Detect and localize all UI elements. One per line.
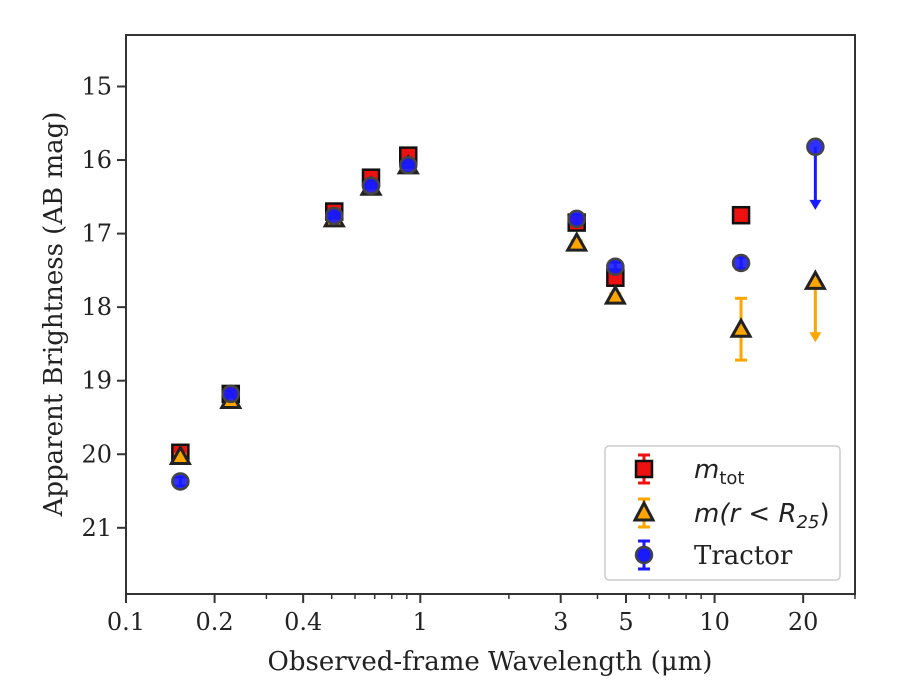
x-axis-label: Observed-frame Wavelength (μm) — [268, 647, 713, 677]
legend-entry-tractor: Tractor — [634, 539, 793, 571]
y-tick-label: 20 — [81, 440, 112, 468]
data-point-circle — [567, 209, 586, 229]
series-circle — [171, 137, 825, 491]
data-point-circle — [606, 257, 625, 276]
x-tick-label: 0.2 — [196, 608, 234, 636]
legend-entry-m-tot: mtot — [634, 453, 744, 489]
upper-limit-arrow — [809, 199, 822, 210]
legend-circle-marker — [634, 545, 654, 565]
x-tick-label: 20 — [788, 608, 819, 636]
legend-triangle-marker — [632, 499, 656, 522]
legend-m-tot-label: mtot — [694, 455, 744, 489]
x-tick-label: 1 — [413, 608, 428, 636]
x-tick-label: 3 — [553, 608, 568, 636]
data-point-triangle — [603, 284, 627, 305]
y-tick-label: 18 — [81, 293, 112, 321]
data-point-triangle — [168, 444, 192, 465]
y-tick-label: 19 — [81, 367, 112, 395]
legend-square-marker — [634, 459, 654, 479]
data-point-circle — [731, 253, 751, 273]
x-tick-label: 5 — [618, 608, 633, 636]
data-point-circle — [398, 155, 418, 175]
data-point-circle — [324, 206, 344, 226]
data-point-square — [731, 205, 751, 225]
y-tick-label: 17 — [81, 220, 112, 248]
data-point-circle — [221, 384, 241, 404]
x-tick-label: 0.1 — [107, 608, 145, 636]
axis-ticks: 0.1 0.2 0.4 1 3 5 10 20 15 16 17 18 19 20 21 — [81, 72, 856, 636]
y-tick-label: 16 — [81, 146, 112, 174]
legend-tractor-label: Tractor — [694, 541, 793, 571]
y-tick-label: 21 — [81, 514, 112, 542]
y-tick-label: 15 — [81, 72, 112, 100]
upper-limit-arrow — [809, 332, 822, 343]
data-point-circle — [361, 176, 381, 196]
x-tick-label: 10 — [699, 608, 730, 636]
data-point-circle — [171, 472, 190, 491]
y-axis-label: Apparent Brightness (AB mag) — [39, 112, 69, 518]
plot-area: 0.1 0.2 0.4 1 3 5 10 20 15 16 17 18 19 20 21 — [81, 34, 856, 636]
legend-box — [604, 445, 841, 581]
data-point-circle — [806, 137, 825, 157]
data-point-triangle — [565, 231, 589, 252]
data-point-triangle — [729, 317, 753, 338]
x-tick-label: 0.4 — [284, 608, 322, 636]
data-series — [168, 137, 827, 491]
axes-frame — [125, 34, 856, 595]
data-point-triangle — [803, 269, 827, 290]
legend-entry-m-r25: m(r < R25) — [632, 497, 830, 533]
legend-m-r25-label: m(r < R25) — [694, 499, 830, 533]
legend: mtot m(r < R25) Tractor — [604, 445, 841, 581]
